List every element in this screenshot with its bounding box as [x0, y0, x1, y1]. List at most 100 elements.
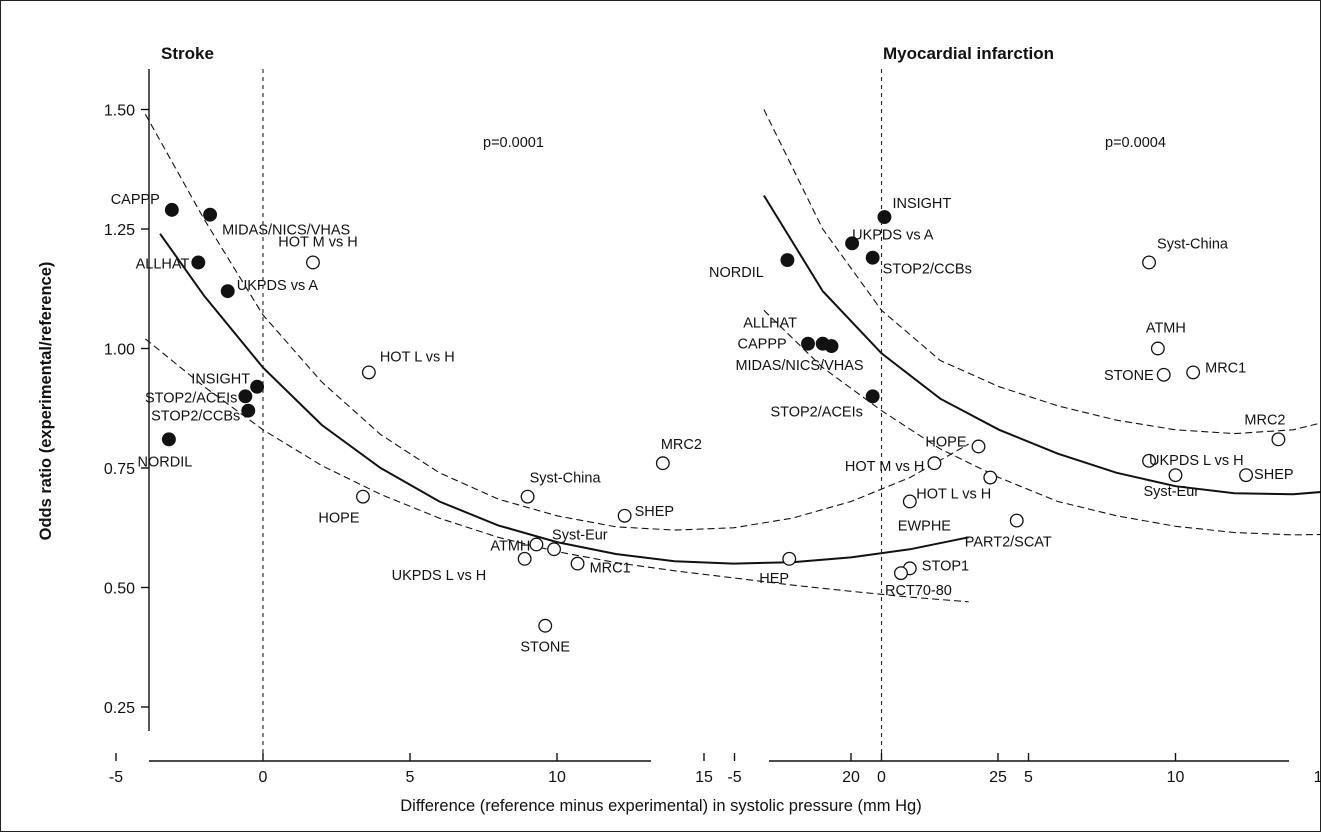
data-point: [1142, 255, 1156, 270]
y-tick-label: 1.25: [104, 222, 135, 239]
point-label: Syst-China: [530, 471, 602, 487]
point-label: CAPPP: [738, 337, 787, 353]
point-label: UKPDS vs A: [852, 227, 934, 243]
point-label: HOT L vs H: [380, 349, 455, 365]
point-label: SHEP: [635, 504, 675, 520]
x-tick-label: 0: [259, 769, 268, 786]
point-label: CAPPP: [111, 192, 160, 208]
point-label: RCT70-80: [885, 583, 952, 599]
x-tick-label: 15: [1314, 769, 1321, 786]
point-label: STOP2/ACEIs: [145, 390, 237, 406]
data-point: [1156, 367, 1171, 382]
data-point: [1239, 468, 1254, 483]
data-point: [191, 255, 206, 270]
fit-curve: [763, 194, 1321, 496]
data-point: [1142, 453, 1156, 468]
data-point: [1271, 432, 1286, 447]
data-point: [547, 542, 562, 557]
data-point: [865, 250, 880, 265]
data-point: [570, 556, 585, 571]
point-label: UKPDS L vs H: [1149, 453, 1244, 469]
x-tick-label: 5: [406, 769, 415, 786]
data-point: [241, 403, 256, 418]
data-point: [250, 379, 265, 394]
x-tick-label: 15: [695, 769, 713, 786]
point-label: MIDAS/NICS/VHAS: [222, 223, 350, 239]
data-point: [927, 456, 942, 471]
y-tick-label: 0.75: [104, 461, 135, 478]
point-label: INSIGHT: [191, 372, 250, 388]
data-point: [902, 494, 917, 509]
point-label: Syst-Eur: [1144, 484, 1200, 500]
data-point: [1186, 365, 1201, 380]
point-label: Syst-Eur: [552, 527, 608, 543]
data-point: [538, 618, 553, 633]
y-tick-label: 1.50: [104, 103, 135, 120]
data-point: [517, 551, 532, 566]
data-point: [971, 439, 986, 454]
point-label: HOPE: [318, 511, 359, 527]
confidence-curve: [763, 109, 1321, 435]
point-label: MIDAS/NICS/VHAS: [735, 358, 863, 374]
point-label: Syst-China: [1157, 236, 1229, 252]
point-label: HOT M vs H: [278, 234, 357, 250]
point-label: HOT L vs H: [916, 487, 991, 503]
data-point: [780, 253, 795, 268]
data-point: [894, 566, 908, 581]
confidence-curve: [763, 309, 1321, 536]
data-point: [617, 508, 632, 523]
point-label: STOP2/CCBs: [883, 262, 972, 278]
data-point: [845, 236, 860, 251]
x-tick-label: -5: [727, 769, 741, 786]
data-point: [306, 255, 320, 270]
point-label: HEP: [759, 571, 789, 587]
point-label: ALLHAT: [743, 316, 797, 332]
y-tick-label: 0.25: [104, 700, 135, 717]
point-label: HOPE: [925, 434, 966, 450]
x-tick-label: 5: [1024, 769, 1033, 786]
x-tick-label: -5: [109, 769, 123, 786]
point-label: ATMH: [490, 538, 530, 554]
data-point: [1009, 513, 1024, 528]
y-axis-label: Odds ratio (experimental/reference): [37, 262, 55, 541]
x-tick-label: 0: [877, 769, 886, 786]
x-tick-label: 25: [989, 769, 1007, 786]
data-point: [1168, 468, 1183, 483]
data-point: [983, 470, 998, 485]
panel-title-mi: Myocardial infarction: [883, 44, 1054, 63]
point-label: STONE: [1104, 368, 1154, 384]
data-point: [529, 537, 544, 552]
fit-curve: [159, 233, 969, 565]
point-label: STOP1: [922, 558, 969, 574]
point-label: NORDIL: [138, 454, 193, 470]
point-label: MRC1: [1205, 360, 1246, 376]
stroke-panel: 1.50 1.25 1.00 0.75 0.50 0.25 -5 0 5 10 15 20 25 CAPP…: [104, 69, 1007, 786]
point-label: STONE: [520, 640, 570, 656]
point-label: EWPHE: [898, 518, 952, 534]
point-label: MRC1: [590, 561, 631, 577]
data-point: [1150, 341, 1165, 356]
point-label: UKPDS L vs H: [392, 568, 487, 584]
x-tick-label: 20: [842, 769, 860, 786]
data-point: [203, 207, 218, 222]
data-point: [520, 489, 535, 504]
mi-panel: -5 0 5 10 15 20 25 INSIGHT UKPDS vs A NORDIL STOP2…: [709, 69, 1321, 786]
x-axis-label: Difference (reference minus experimental…: [400, 797, 921, 815]
data-point: [801, 336, 815, 351]
point-label: INSIGHT: [892, 196, 951, 212]
point-label: STOP2/CCBs: [151, 409, 240, 425]
point-label: NORDIL: [709, 265, 764, 281]
data-point: [782, 551, 797, 566]
panel-title-stroke: Stroke: [161, 44, 214, 63]
point-label: UKPDS vs A: [237, 278, 319, 294]
confidence-curve: [144, 114, 969, 531]
data-point: [865, 389, 880, 404]
point-label: SHEP: [1254, 467, 1294, 483]
data-point: [824, 339, 839, 354]
y-tick-label: 0.50: [104, 581, 135, 598]
x-tick-label: 10: [548, 769, 566, 786]
x-tick-label: 10: [1167, 769, 1185, 786]
data-point: [164, 202, 179, 217]
